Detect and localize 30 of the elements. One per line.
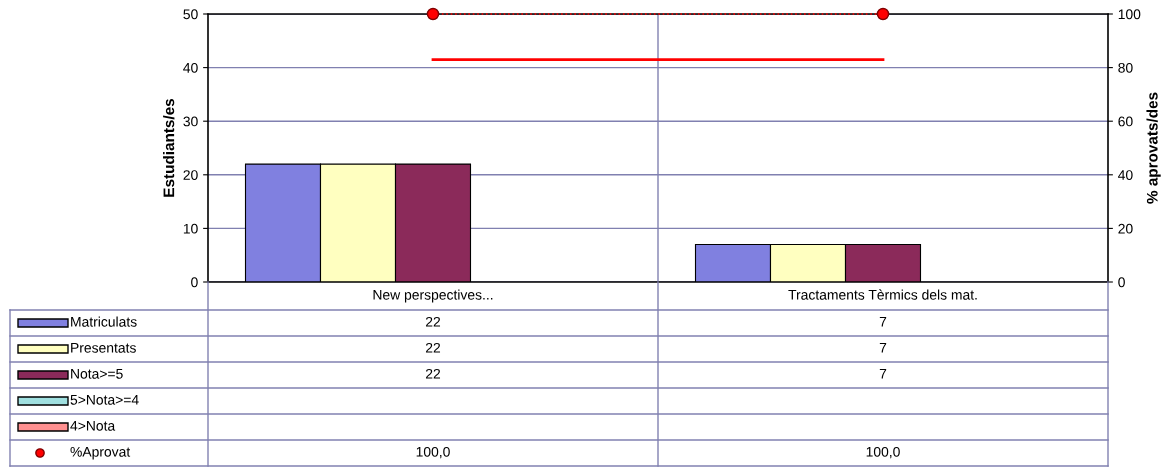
legend-label: Nota>=5 <box>71 369 123 379</box>
y2-tick-label: 80 <box>1118 62 1133 73</box>
y2-tick-label: 40 <box>1118 170 1133 180</box>
y-axis-title: Estudiants/es <box>163 98 175 197</box>
data-label: 22 <box>425 316 441 327</box>
legend-label: Matriculats <box>71 316 137 327</box>
y-tick-label: 10 <box>183 223 198 234</box>
data-label: 100,0 <box>866 446 900 459</box>
y-tick-label: 50 <box>183 9 198 20</box>
y2-axis-title: % aprovats/des <box>1146 92 1161 204</box>
x-tick-label: Tractaments Tèrmics dels mat. <box>788 289 977 300</box>
data-label: 7 <box>879 369 887 379</box>
y-tick-label: 30 <box>183 116 198 127</box>
data-label: 22 <box>425 342 441 353</box>
data-label: 7 <box>879 317 887 327</box>
legend-label: 4>Nota <box>70 421 116 431</box>
y2-tick-label: 60 <box>1118 116 1133 127</box>
y2-tick-label: 100 <box>1118 9 1141 20</box>
y-tick-label: 0 <box>191 277 198 288</box>
data-label: 100,0 <box>416 446 450 459</box>
data-label: 7 <box>879 343 887 353</box>
x-tick-label: New perspectives... <box>373 289 493 303</box>
legend-label: 5>Nota>=4 <box>70 395 139 405</box>
y-tick-label: 20 <box>183 170 198 180</box>
legend-label: %Aprovat <box>70 446 131 460</box>
y-tick-label: 40 <box>183 62 198 73</box>
data-label: 22 <box>425 368 441 379</box>
y2-tick-label: 0 <box>1118 277 1125 288</box>
y2-tick-label: 20 <box>1118 223 1133 234</box>
legend-label: Presentats <box>71 343 136 353</box>
